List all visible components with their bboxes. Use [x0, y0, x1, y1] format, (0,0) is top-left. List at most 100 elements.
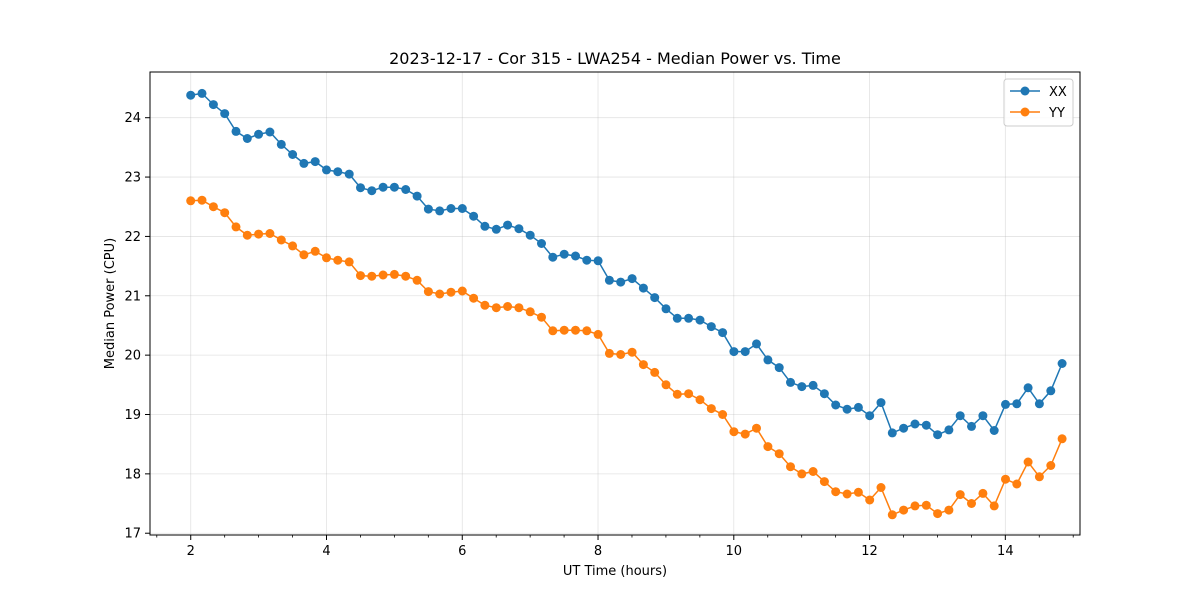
- data-point-xx: [650, 293, 660, 303]
- data-point-xx: [401, 185, 411, 194]
- x-tick-label: 2: [187, 544, 195, 559]
- data-point-yy: [808, 467, 818, 476]
- legend-label-xx: XX: [1049, 85, 1067, 100]
- data-point-yy: [887, 510, 897, 520]
- data-point-yy: [638, 360, 648, 370]
- plot-area-frame: [149, 71, 1081, 536]
- y-axis-label: Median Power (CPU): [103, 238, 118, 369]
- y-tick-label: 22: [124, 230, 141, 245]
- data-point-xx: [661, 304, 671, 314]
- data-point-yy: [220, 208, 230, 218]
- data-point-xx: [797, 382, 807, 392]
- x-tick-label: 6: [458, 544, 466, 559]
- data-point-xx: [525, 230, 535, 240]
- data-point-yy: [276, 235, 286, 245]
- data-point-xx: [763, 355, 773, 365]
- x-tick-label: 14: [997, 544, 1014, 559]
- data-point-xx: [186, 90, 196, 100]
- data-point-yy: [910, 501, 920, 511]
- y-tick-label: 21: [124, 289, 141, 304]
- data-point-xx: [537, 239, 546, 248]
- data-point-xx: [752, 339, 761, 349]
- data-point-yy: [1057, 434, 1067, 444]
- y-tick-label: 17: [124, 527, 141, 542]
- data-point-yy: [1046, 461, 1056, 470]
- data-point-yy: [978, 488, 988, 498]
- y-tick-label: 20: [124, 349, 141, 364]
- data-point-xx: [582, 255, 592, 265]
- series-group: [186, 88, 1067, 520]
- data-point-yy: [423, 287, 433, 297]
- data-point-xx: [356, 183, 365, 193]
- data-point-yy: [537, 312, 546, 322]
- data-point-yy: [356, 271, 365, 281]
- data-point-yy: [231, 222, 241, 232]
- data-point-yy: [435, 289, 445, 299]
- data-point-yy: [933, 509, 943, 519]
- data-point-yy: [627, 347, 637, 357]
- data-point-xx: [853, 402, 863, 412]
- data-point-xx: [265, 127, 275, 137]
- data-point-xx: [548, 252, 558, 262]
- data-point-yy: [208, 202, 218, 212]
- data-point-xx: [786, 377, 795, 387]
- data-point-yy: [1001, 474, 1010, 484]
- data-point-yy: [740, 429, 750, 439]
- data-point-yy: [514, 303, 524, 313]
- x-tick-label: 10: [726, 544, 743, 559]
- data-point-xx: [978, 411, 988, 421]
- data-point-xx: [220, 109, 230, 119]
- data-point-yy: [616, 350, 626, 359]
- data-point-xx: [672, 313, 682, 323]
- data-point-xx: [242, 134, 252, 143]
- data-point-xx: [593, 256, 603, 266]
- data-point-xx: [503, 220, 513, 230]
- data-point-xx: [604, 275, 614, 285]
- data-point-yy: [265, 229, 275, 238]
- data-point-xx: [457, 204, 467, 213]
- data-point-yy: [1012, 479, 1022, 489]
- data-point-xx: [933, 430, 943, 440]
- grid: [150, 72, 1080, 535]
- data-point-xx: [446, 204, 456, 213]
- y-tick-label: 24: [124, 111, 141, 126]
- data-point-yy: [955, 490, 965, 500]
- data-point-xx: [910, 419, 920, 429]
- data-point-xx: [299, 158, 309, 168]
- data-point-xx: [706, 322, 716, 332]
- data-point-yy: [480, 300, 490, 310]
- data-point-xx: [435, 206, 445, 216]
- data-point-yy: [571, 325, 580, 335]
- data-point-yy: [401, 271, 411, 281]
- data-point-yy: [650, 367, 660, 377]
- data-point-yy: [967, 499, 976, 508]
- data-point-xx: [740, 347, 750, 357]
- data-point-yy: [310, 246, 320, 256]
- data-point-xx: [491, 224, 501, 234]
- data-point-yy: [299, 250, 309, 260]
- chart-title: 2023-12-17 - Cor 315 - LWA254 - Median P…: [389, 49, 841, 68]
- data-point-yy: [865, 495, 875, 505]
- legend-marker-xx: [1020, 86, 1030, 96]
- data-point-xx: [774, 363, 784, 373]
- data-point-xx: [322, 165, 331, 175]
- data-point-xx: [876, 398, 886, 408]
- data-point-yy: [989, 501, 999, 511]
- y-tick-label: 19: [124, 408, 141, 423]
- data-point-xx: [469, 211, 479, 221]
- data-point-xx: [1001, 399, 1010, 409]
- x-axis-label: UT Time (hours): [563, 564, 667, 579]
- data-point-yy: [944, 505, 954, 515]
- data-point-xx: [865, 411, 875, 421]
- data-point-yy: [582, 326, 592, 336]
- data-point-xx: [729, 347, 739, 357]
- data-point-yy: [186, 196, 196, 206]
- x-tick-label: 12: [861, 544, 878, 559]
- data-point-xx: [638, 283, 648, 293]
- data-point-xx: [808, 380, 818, 390]
- data-point-yy: [525, 307, 535, 317]
